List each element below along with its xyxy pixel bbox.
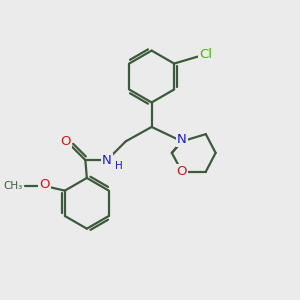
Text: O: O bbox=[39, 178, 50, 190]
Text: O: O bbox=[60, 135, 70, 148]
Text: CH₃: CH₃ bbox=[3, 181, 22, 191]
Text: H: H bbox=[115, 161, 123, 171]
Text: Cl: Cl bbox=[199, 48, 212, 62]
Text: N: N bbox=[177, 134, 187, 146]
Text: O: O bbox=[177, 165, 187, 178]
Text: N: N bbox=[102, 154, 112, 166]
